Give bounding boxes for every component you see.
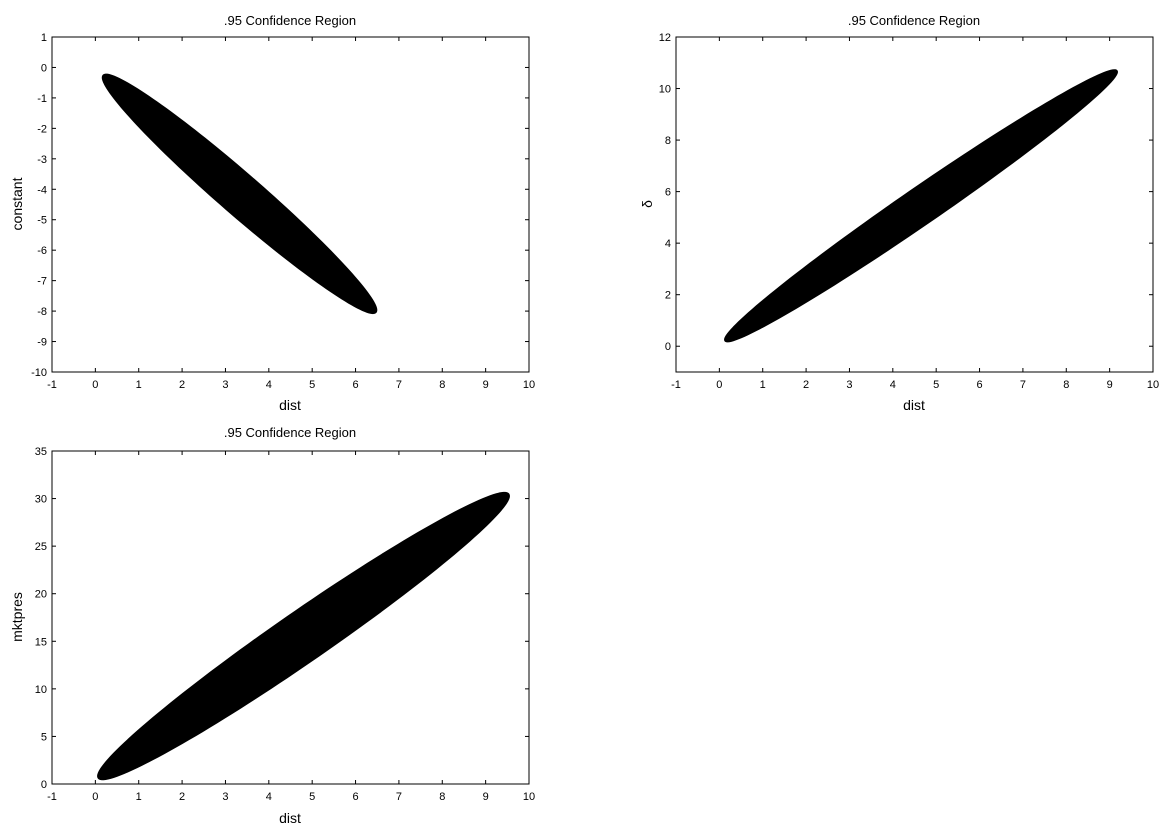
x-tick-label: 8 — [439, 379, 445, 391]
x-tick-label: 10 — [523, 791, 535, 803]
y-tick-label: 10 — [35, 684, 47, 696]
x-tick-label: -1 — [47, 791, 57, 803]
y-tick-label: 2 — [665, 290, 671, 302]
y-tick-label: -4 — [37, 184, 47, 196]
x-tick-label: 0 — [92, 379, 98, 391]
y-tick-label: 1 — [41, 32, 47, 44]
x-tick-label: 6 — [976, 379, 982, 391]
x-tick-label: 1 — [136, 791, 142, 803]
y-tick-label: 0 — [41, 779, 47, 791]
x-tick-label: 5 — [933, 379, 939, 391]
y-tick-label: 25 — [35, 541, 47, 553]
x-tick-label: 0 — [92, 791, 98, 803]
x-tick-label: 8 — [1063, 379, 1069, 391]
x-tick-label: 5 — [309, 791, 315, 803]
x-tick-label: 7 — [396, 791, 402, 803]
x-tick-label: 2 — [179, 791, 185, 803]
x-tick-label: 4 — [266, 791, 272, 803]
x-tick-label: 4 — [890, 379, 896, 391]
chart-panel-delta: .95 Confidence Region -1 0 1 2 3 4 5 6 7 8 9 100246… — [639, 13, 1159, 413]
y-tick-label: -1 — [37, 93, 47, 105]
x-tick-label: 0 — [716, 379, 722, 391]
y-tick-label: -3 — [37, 154, 47, 166]
y-tick-label: 4 — [665, 238, 671, 250]
y-tick-label: 12 — [659, 32, 671, 44]
confidence-region — [724, 69, 1118, 343]
x-tick-label: 6 — [352, 379, 358, 391]
x-tick-label: 6 — [352, 791, 358, 803]
x-tick-label: 2 — [803, 379, 809, 391]
x-tick-label: 1 — [760, 379, 766, 391]
x-tick-label: 10 — [1147, 379, 1159, 391]
y-tick-label: 8 — [665, 135, 671, 147]
x-tick-label: 2 — [179, 379, 185, 391]
y-axis-label: constant — [9, 177, 25, 230]
x-tick-label: 7 — [1020, 379, 1026, 391]
x-tick-label: 9 — [1107, 379, 1113, 391]
x-axis-label: dist — [279, 397, 301, 413]
y-tick-label: 0 — [665, 341, 671, 353]
x-tick-label: 5 — [309, 379, 315, 391]
x-tick-label: 4 — [266, 379, 272, 391]
y-tick-label: 20 — [35, 589, 47, 601]
x-tick-label: 10 — [523, 379, 535, 391]
x-tick-label: 9 — [483, 379, 489, 391]
y-tick-label: -10 — [31, 367, 47, 379]
chart-title: .95 Confidence Region — [224, 13, 356, 28]
y-tick-label: -9 — [37, 337, 47, 349]
y-tick-label: 15 — [35, 636, 47, 648]
x-axis-label: dist — [279, 810, 301, 826]
y-tick-label: -5 — [37, 215, 47, 227]
x-tick-label: 3 — [222, 791, 228, 803]
y-tick-label: 0 — [41, 62, 47, 74]
plot-marks: -1 0 1 2 3 4 5 6 7 8 9 10-10-9-8-7-6-5-4-3-2-101 — [31, 32, 535, 391]
y-tick-label: 10 — [659, 84, 671, 96]
x-tick-label: -1 — [47, 379, 57, 391]
x-tick-label: 7 — [396, 379, 402, 391]
y-tick-label: 6 — [665, 187, 671, 199]
y-tick-label: -6 — [37, 245, 47, 257]
y-tick-label: -8 — [37, 306, 47, 318]
y-tick-label: 35 — [35, 446, 47, 458]
y-axis-label: mktpres — [9, 592, 25, 642]
y-tick-label: 30 — [35, 494, 47, 506]
x-tick-label: 1 — [136, 379, 142, 391]
chart-panel-constant: .95 Confidence Region -1 0 1 2 3 4 5 6 7 8 9 10-10-… — [9, 13, 535, 413]
x-tick-label: 9 — [483, 791, 489, 803]
x-tick-label: -1 — [671, 379, 681, 391]
x-axis-label: dist — [903, 397, 925, 413]
y-tick-label: -2 — [37, 123, 47, 135]
x-tick-label: 3 — [846, 379, 852, 391]
y-tick-label: -7 — [37, 276, 47, 288]
confidence-region — [97, 491, 510, 781]
chart-panel-mktpres: .95 Confidence Region -1 0 1 2 3 4 5 6 7 8 9 100510… — [9, 425, 535, 826]
chart-title: .95 Confidence Region — [848, 13, 980, 28]
chart-title: .95 Confidence Region — [224, 425, 356, 440]
y-tick-label: 5 — [41, 731, 47, 743]
x-tick-label: 3 — [222, 379, 228, 391]
confidence-region — [101, 73, 378, 315]
x-tick-label: 8 — [439, 791, 445, 803]
y-axis-label: δ — [639, 200, 655, 208]
